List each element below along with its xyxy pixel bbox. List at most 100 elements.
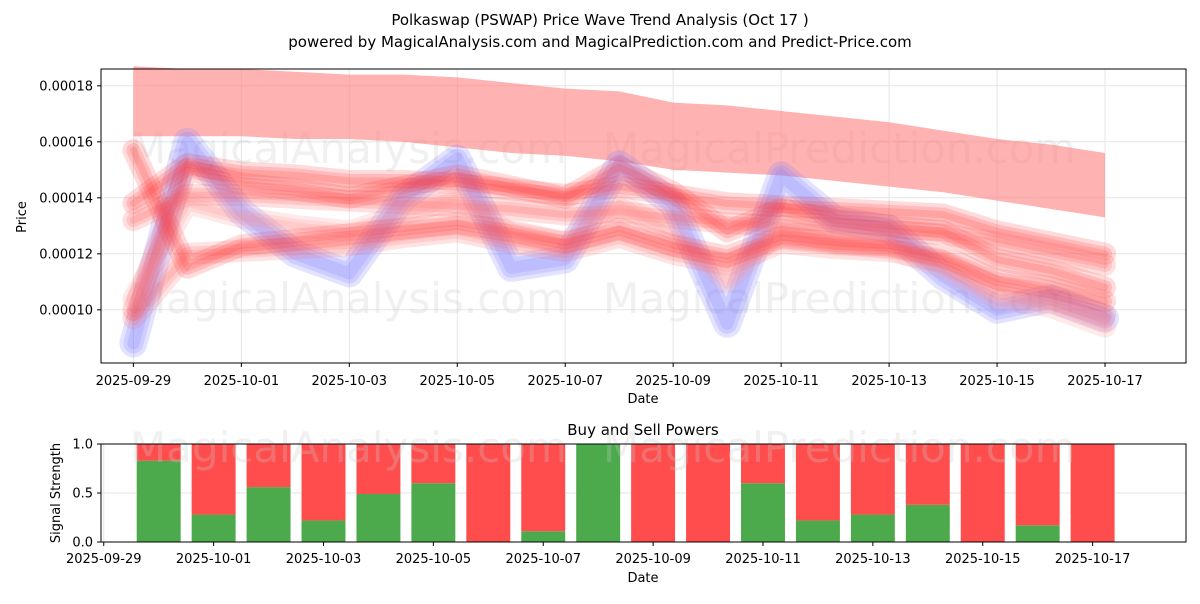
price-x-tick-label: 2025-10-01 — [204, 374, 280, 389]
buy-bar — [246, 487, 291, 542]
price-line-mark — [119, 127, 1120, 358]
sell-bar — [1070, 444, 1115, 542]
price-point — [132, 297, 135, 300]
price-y-axis-label: Price — [15, 201, 30, 233]
price-point — [564, 213, 567, 216]
price-line-mark — [129, 194, 1109, 331]
price-line-mark — [126, 160, 1113, 317]
buy-bar — [905, 504, 950, 542]
price-point — [1104, 300, 1107, 303]
price-x-tick-label: 2025-10-05 — [419, 374, 495, 389]
price-line-mark — [126, 143, 1113, 309]
price-point — [672, 244, 675, 247]
price-x-tick-label: 2025-10-03 — [312, 374, 388, 389]
signal-bars — [136, 444, 1115, 542]
signal-x-tick-label: 2025-10-07 — [505, 552, 581, 567]
price-line-mark — [123, 131, 1116, 354]
price-x-tick-label: 2025-10-07 — [527, 374, 603, 389]
sell-bar — [741, 444, 785, 484]
price-point — [888, 210, 891, 213]
sell-bar — [191, 444, 236, 515]
price-series-blue-wave — [119, 127, 1120, 358]
price-line-mark — [127, 135, 1112, 350]
price-point — [996, 241, 999, 244]
price-point — [510, 230, 513, 233]
signal-watermarks: MagicalAnalysis.com MagicalPrediction.co… — [130, 423, 1076, 472]
watermark-prediction-bottom: MagicalPrediction.com — [603, 423, 1076, 472]
signal-y-ticks: 0.0 0.5 1.0 — [72, 438, 101, 551]
price-plot-frame — [100, 68, 1187, 364]
signal-x-tick-label: 2025-09-29 — [66, 552, 142, 567]
price-point — [618, 185, 621, 188]
price-point — [132, 149, 135, 152]
sell-bar — [795, 444, 840, 521]
sell-bar — [466, 444, 511, 542]
signal-x-tick-label: 2025-10-09 — [615, 552, 691, 567]
price-line-mark — [129, 191, 1109, 269]
sell-bar — [356, 444, 401, 494]
price-point — [240, 194, 243, 197]
signal-x-tick-label: 2025-10-13 — [835, 552, 911, 567]
price-point — [294, 196, 297, 199]
price-point — [240, 216, 243, 219]
price-point — [834, 227, 837, 230]
price-point — [1050, 306, 1053, 309]
price-point — [996, 278, 999, 281]
sell-bar — [411, 444, 456, 484]
price-line-mark — [126, 188, 1113, 272]
price-point — [618, 227, 621, 230]
price-point — [1104, 264, 1107, 267]
price-point — [942, 255, 945, 258]
price-point — [186, 140, 189, 143]
price-point — [996, 297, 999, 300]
price-y-tick-label: 0.00014 — [39, 191, 93, 206]
price-point — [1104, 286, 1107, 289]
price-point — [1104, 325, 1107, 328]
price-point — [456, 157, 459, 160]
sell-bar — [960, 444, 1005, 542]
price-point — [672, 216, 675, 219]
price-line-mark — [122, 184, 1117, 276]
price-point — [888, 230, 891, 233]
price-x-tick-label: 2025-09-29 — [96, 374, 172, 389]
price-x-tick-label: 2025-10-13 — [851, 374, 927, 389]
price-x-tick-label: 2025-10-15 — [959, 374, 1035, 389]
sell-bar — [136, 444, 181, 461]
price-point — [942, 213, 945, 216]
signal-x-tick-label: 2025-10-17 — [1055, 552, 1131, 567]
price-series-red-wave-1 — [122, 156, 1117, 321]
price-x-axis-label: Date — [627, 392, 658, 407]
price-point — [510, 208, 513, 211]
price-point — [672, 194, 675, 197]
buy-bar — [795, 520, 840, 542]
price-point — [888, 244, 891, 247]
buy-bar — [521, 531, 566, 542]
price-y-ticks: 0.00010 0.00012 0.00014 0.00016 0.00018 — [39, 79, 101, 318]
price-plot: MagicalAnalysis.com MagicalPrediction.co… — [15, 66, 1187, 407]
signal-plot: Buy and Sell Powers MagicalAnalysis.com … — [49, 421, 1187, 586]
buy-bar — [1015, 525, 1060, 542]
price-line-mark — [122, 139, 1117, 313]
signal-title: Buy and Sell Powers — [567, 421, 719, 439]
price-y-tick-label: 0.00010 — [39, 303, 93, 318]
price-point — [240, 171, 243, 174]
price-point — [294, 238, 297, 241]
price-point — [726, 280, 729, 283]
price-point — [402, 180, 405, 183]
price-series-red-wave-2 — [122, 153, 1117, 265]
sell-bar — [246, 444, 291, 488]
price-point — [132, 202, 135, 205]
buy-bar — [411, 483, 456, 542]
price-line-mark — [129, 227, 1109, 322]
price-line-mark — [126, 190, 1113, 334]
price-point — [132, 342, 135, 345]
price-point — [456, 222, 459, 225]
signal-y-tick-label: 0.0 — [72, 536, 93, 551]
signal-y-tick-label: 1.0 — [72, 438, 93, 453]
price-series-red-wave-5 — [122, 186, 1117, 338]
price-point — [348, 272, 351, 275]
price-line-mark — [129, 163, 1109, 314]
price-y-tick-label: 0.00012 — [39, 247, 93, 262]
sell-bar — [631, 444, 676, 542]
